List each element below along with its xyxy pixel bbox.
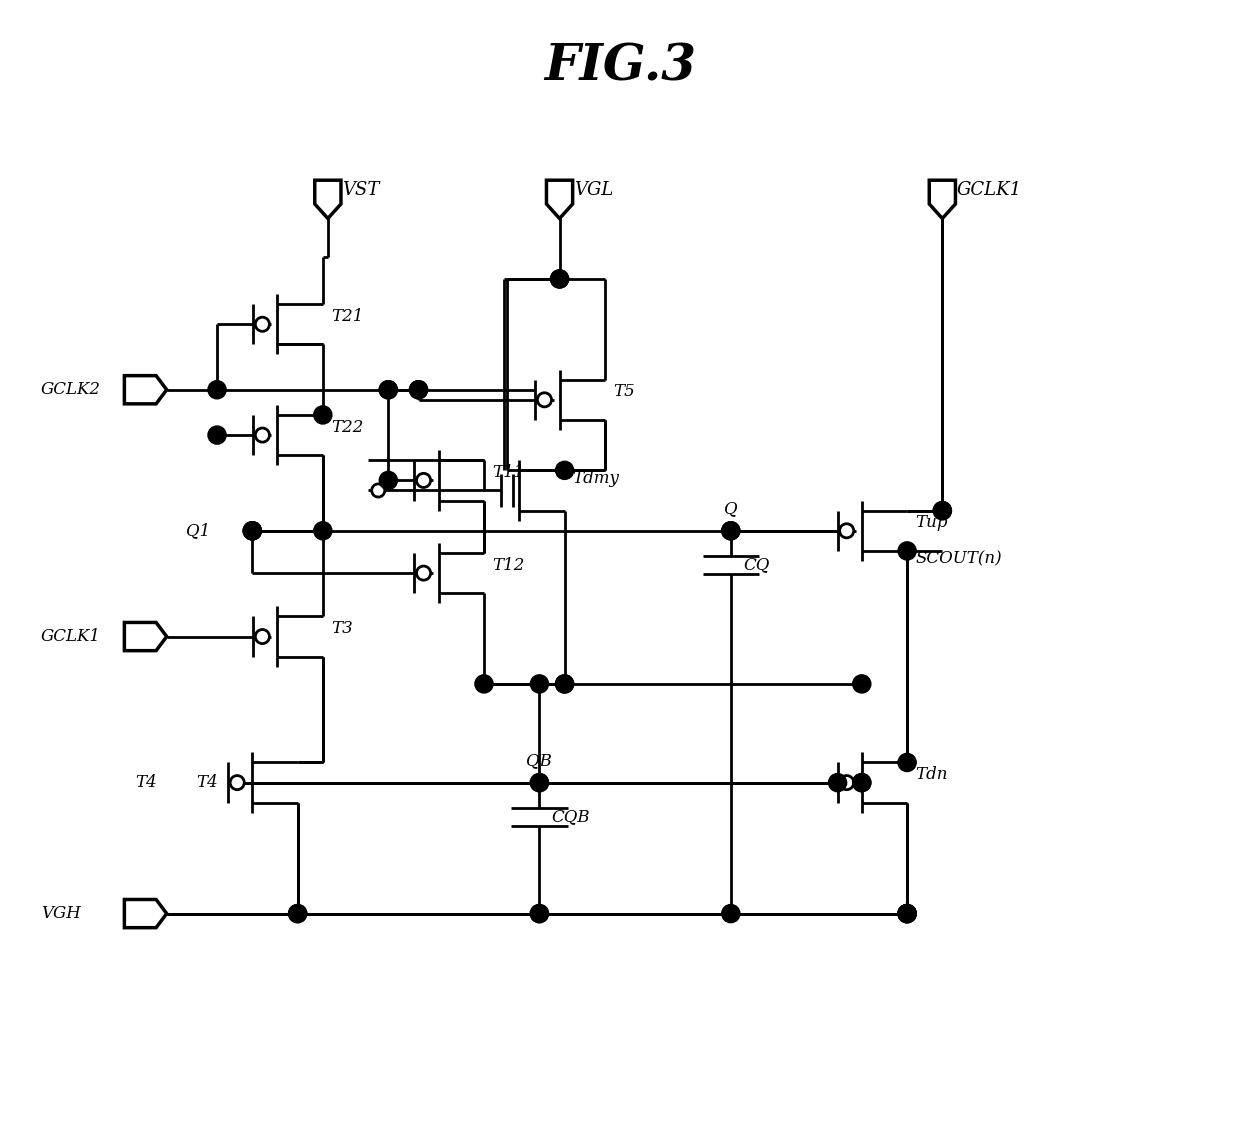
Text: CQB: CQB xyxy=(552,808,590,826)
Circle shape xyxy=(839,524,853,537)
Circle shape xyxy=(722,904,740,922)
Circle shape xyxy=(551,270,569,288)
Circle shape xyxy=(231,775,244,790)
Text: GCLK1: GCLK1 xyxy=(41,628,100,645)
Circle shape xyxy=(379,471,397,489)
Text: QB: QB xyxy=(527,752,552,769)
Circle shape xyxy=(934,502,951,519)
Text: T11: T11 xyxy=(492,463,525,481)
Circle shape xyxy=(898,904,916,922)
Text: Tdn: Tdn xyxy=(915,766,947,783)
Circle shape xyxy=(289,904,306,922)
Circle shape xyxy=(531,773,548,792)
Text: T22: T22 xyxy=(331,419,363,435)
Circle shape xyxy=(898,904,916,922)
Circle shape xyxy=(475,674,494,693)
Text: Tdmy: Tdmy xyxy=(573,470,620,487)
Circle shape xyxy=(898,753,916,772)
Circle shape xyxy=(255,629,269,644)
Text: CQ: CQ xyxy=(743,557,769,573)
Circle shape xyxy=(314,522,332,540)
Circle shape xyxy=(208,380,226,398)
Text: Tup: Tup xyxy=(915,514,947,531)
Circle shape xyxy=(556,674,574,693)
Circle shape xyxy=(531,674,548,693)
Circle shape xyxy=(556,461,574,479)
Text: VGL: VGL xyxy=(574,182,613,200)
Text: T4: T4 xyxy=(135,774,156,791)
Text: VST: VST xyxy=(342,182,379,200)
Circle shape xyxy=(409,380,428,398)
Circle shape xyxy=(255,427,269,442)
Circle shape xyxy=(417,565,430,580)
Circle shape xyxy=(417,473,430,487)
Circle shape xyxy=(537,393,552,407)
Circle shape xyxy=(314,406,332,424)
Text: T3: T3 xyxy=(331,620,352,637)
Text: VGH: VGH xyxy=(41,905,81,922)
Circle shape xyxy=(531,904,548,922)
Circle shape xyxy=(255,318,269,331)
Text: T12: T12 xyxy=(492,557,525,573)
Circle shape xyxy=(853,773,870,792)
Circle shape xyxy=(409,380,428,398)
Circle shape xyxy=(556,674,574,693)
Text: Q1: Q1 xyxy=(186,522,210,540)
Text: T5: T5 xyxy=(613,384,635,401)
Circle shape xyxy=(898,904,916,922)
Text: T4: T4 xyxy=(196,774,218,791)
Circle shape xyxy=(934,502,951,519)
Circle shape xyxy=(289,904,306,922)
Text: FIG.3: FIG.3 xyxy=(544,43,696,92)
Circle shape xyxy=(531,773,548,792)
Text: T21: T21 xyxy=(331,307,363,324)
Circle shape xyxy=(551,270,569,288)
Circle shape xyxy=(828,773,847,792)
Circle shape xyxy=(379,380,397,398)
Circle shape xyxy=(243,522,262,540)
Text: GCLK2: GCLK2 xyxy=(41,381,100,398)
Circle shape xyxy=(853,773,870,792)
Circle shape xyxy=(372,484,384,497)
Text: GCLK1: GCLK1 xyxy=(956,182,1022,200)
Circle shape xyxy=(898,542,916,560)
Circle shape xyxy=(243,522,262,540)
Circle shape xyxy=(898,904,916,922)
Circle shape xyxy=(722,522,740,540)
Text: SCOUT(n): SCOUT(n) xyxy=(915,551,1002,568)
Circle shape xyxy=(722,522,740,540)
Circle shape xyxy=(853,674,870,693)
Circle shape xyxy=(208,426,226,444)
Circle shape xyxy=(839,775,853,790)
Text: Q: Q xyxy=(724,500,738,517)
Circle shape xyxy=(243,522,262,540)
Circle shape xyxy=(379,380,397,398)
Circle shape xyxy=(531,904,548,922)
